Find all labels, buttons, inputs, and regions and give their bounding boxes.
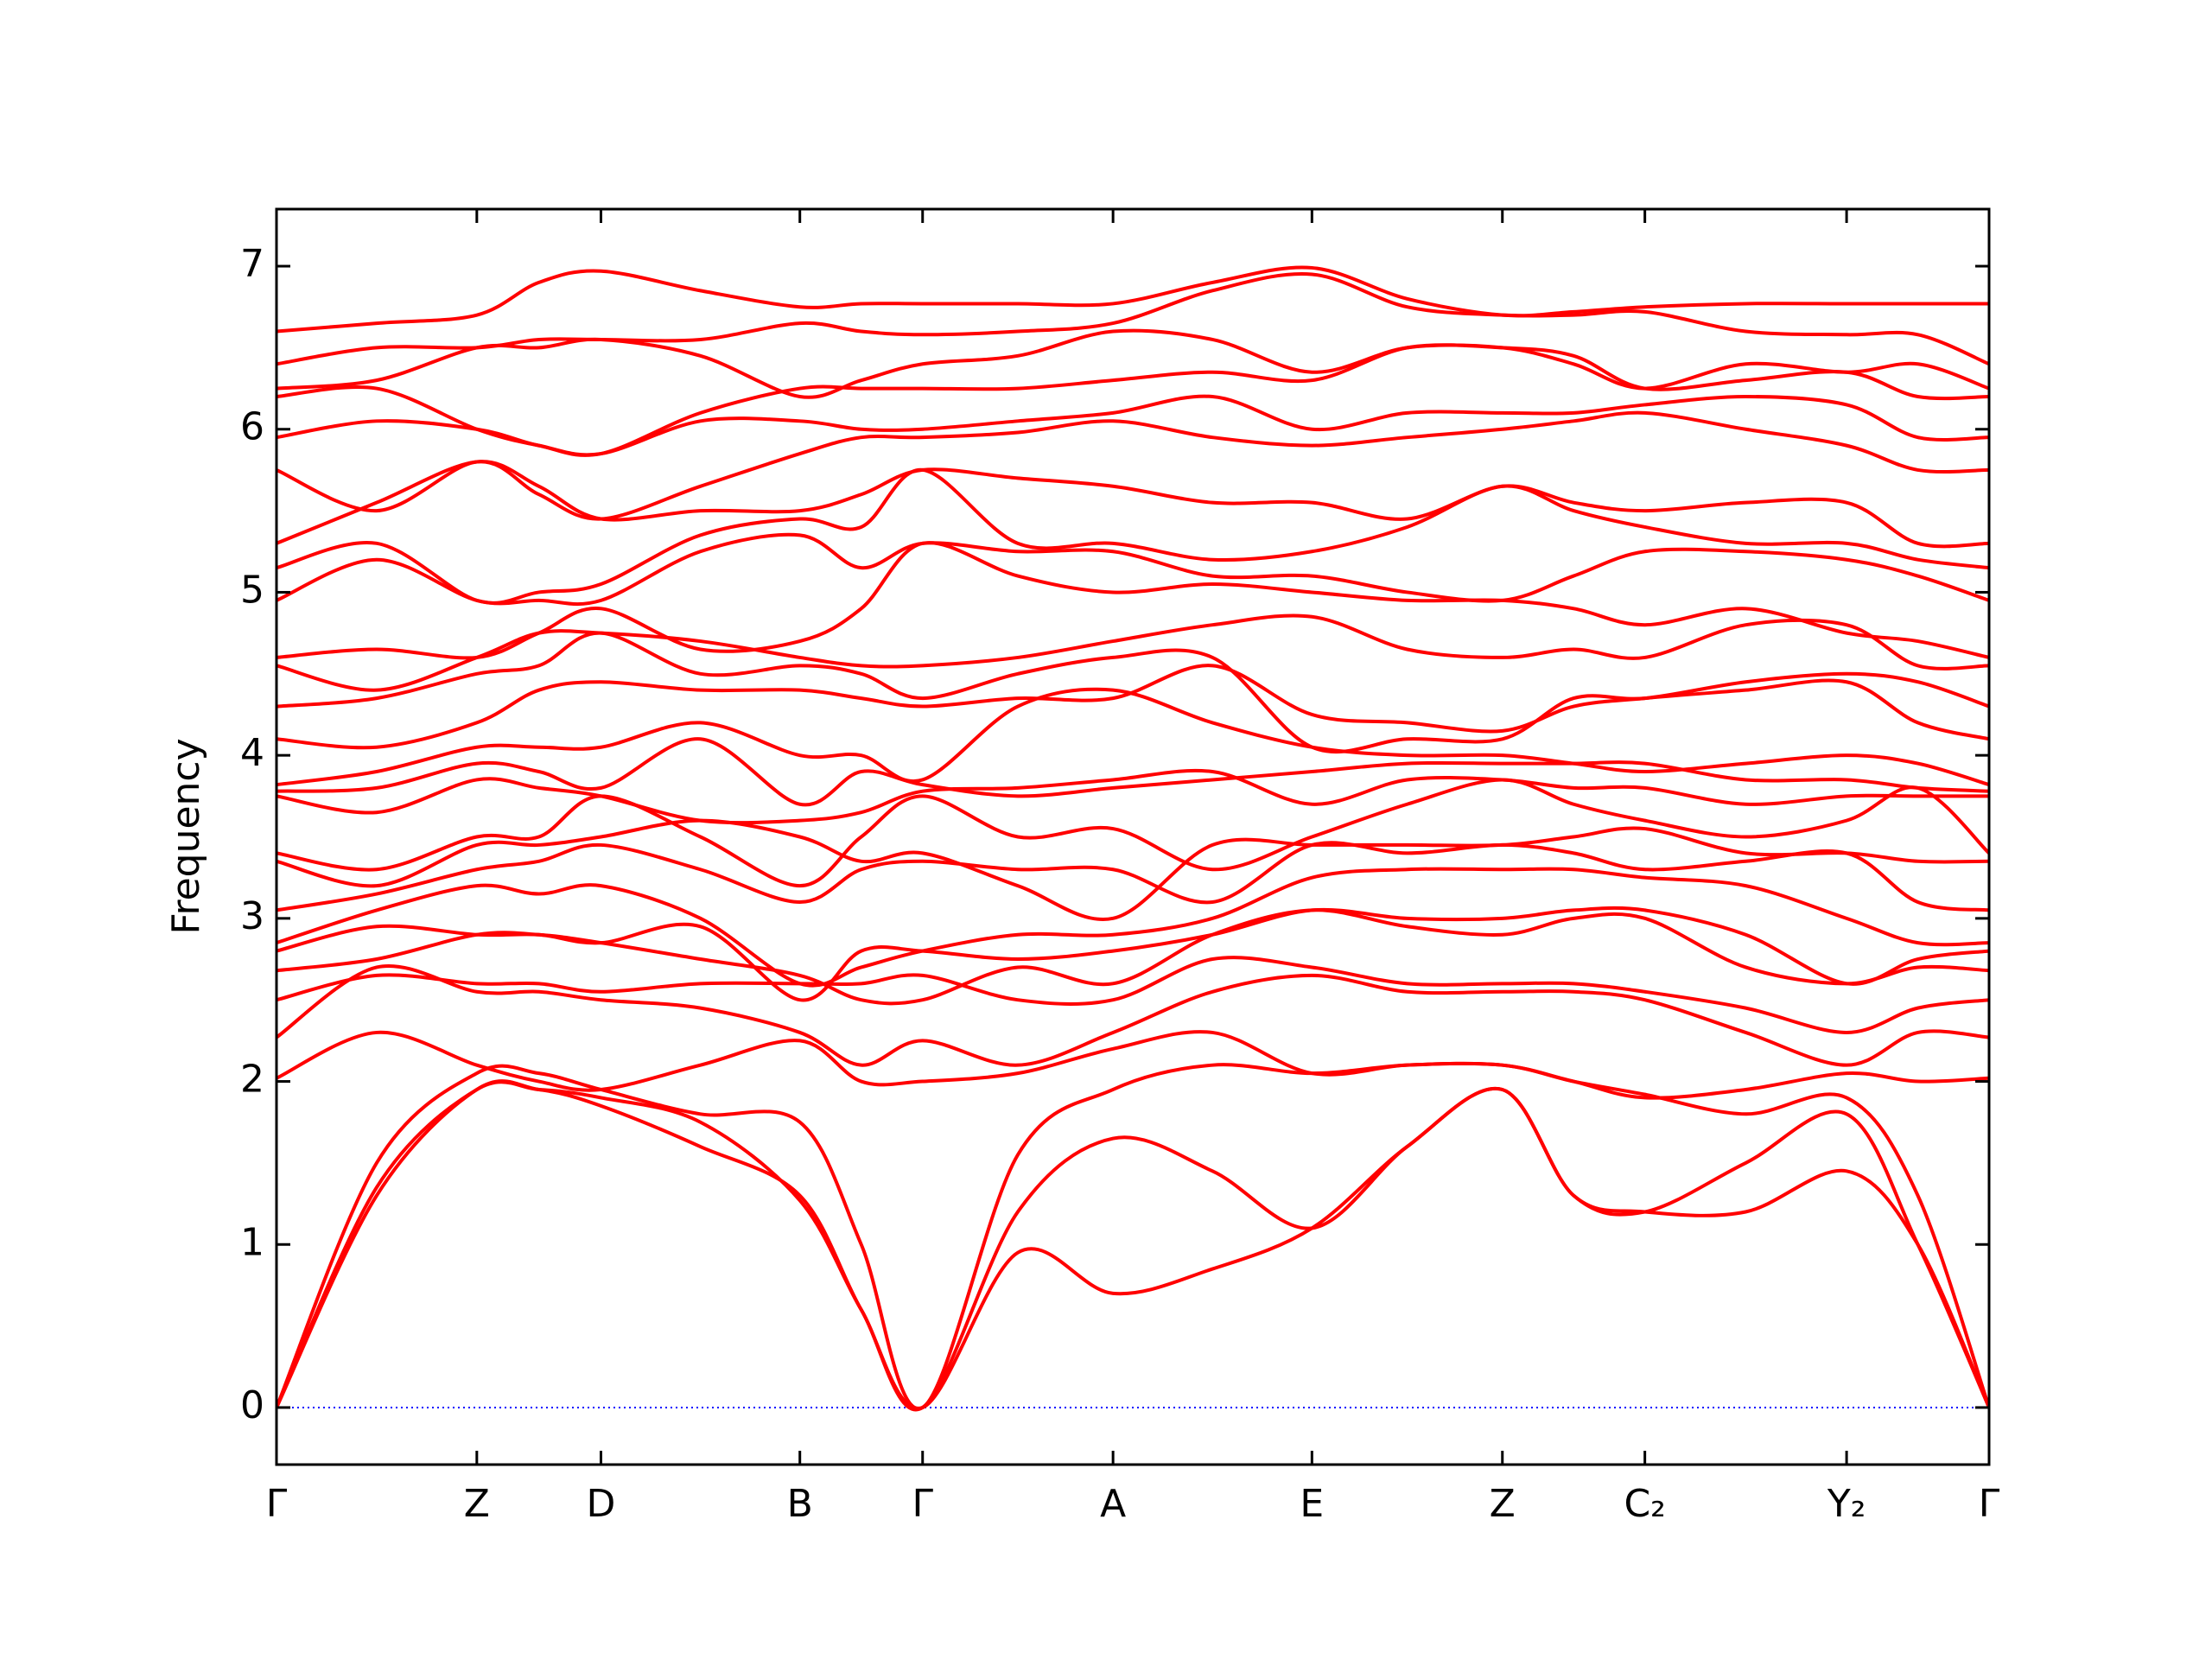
- y-tick-label: 2: [240, 1058, 264, 1102]
- band-line: [276, 410, 1989, 521]
- x-tick-label: D: [587, 1482, 616, 1526]
- y-tick-label: 4: [240, 731, 264, 775]
- y-tick-label: 0: [240, 1383, 264, 1427]
- band-line: [276, 328, 1989, 399]
- band-line: [276, 687, 1989, 787]
- band-line: [276, 265, 1989, 334]
- band-line: [276, 906, 1989, 1002]
- x-tick-label: Y₂: [1827, 1482, 1866, 1526]
- band-line: [276, 1080, 1989, 1412]
- x-tick-label: Γ: [1979, 1482, 2000, 1526]
- band-line: [276, 818, 1989, 921]
- band-line: [276, 631, 1989, 754]
- band-line: [276, 467, 1989, 605]
- band-line: [276, 737, 1989, 807]
- band-line: [276, 460, 1989, 549]
- axes-frame: [275, 207, 1991, 1466]
- y-tick-label: 7: [240, 242, 264, 286]
- x-tick-label: Z: [1490, 1482, 1516, 1526]
- y-tick-label: 1: [240, 1220, 264, 1264]
- band-line: [276, 768, 1989, 825]
- x-tick-label: A: [1100, 1482, 1126, 1526]
- band-line: [276, 271, 1989, 366]
- x-tick-label: B: [787, 1482, 813, 1526]
- band-line: [276, 778, 1989, 888]
- band-line: [276, 908, 1989, 1006]
- x-tick-label: E: [1300, 1482, 1324, 1526]
- band-line: [276, 664, 1989, 750]
- band-line: [276, 613, 1989, 692]
- band-line: [276, 1030, 1989, 1100]
- x-tick-label: Γ: [912, 1482, 933, 1526]
- band-line: [276, 532, 1989, 607]
- band-line: [276, 541, 1989, 660]
- y-axis-label: Frequency: [164, 738, 208, 934]
- plot-area: [276, 265, 1989, 1412]
- band-line: [276, 1061, 1989, 1411]
- x-tick-label: C₂: [1624, 1482, 1665, 1526]
- band-line: [276, 1079, 1989, 1410]
- band-line: [276, 867, 1989, 988]
- band-line: [276, 841, 1989, 912]
- y-tick-label: 6: [240, 405, 264, 449]
- band-line: [276, 956, 1989, 1034]
- band-line: [276, 964, 1989, 1067]
- x-tick-label: Γ: [266, 1482, 288, 1526]
- y-tick-label: 3: [240, 894, 264, 938]
- y-tick-label: 5: [240, 568, 264, 612]
- x-tick-label: Z: [464, 1482, 490, 1526]
- band-line: [276, 343, 1989, 457]
